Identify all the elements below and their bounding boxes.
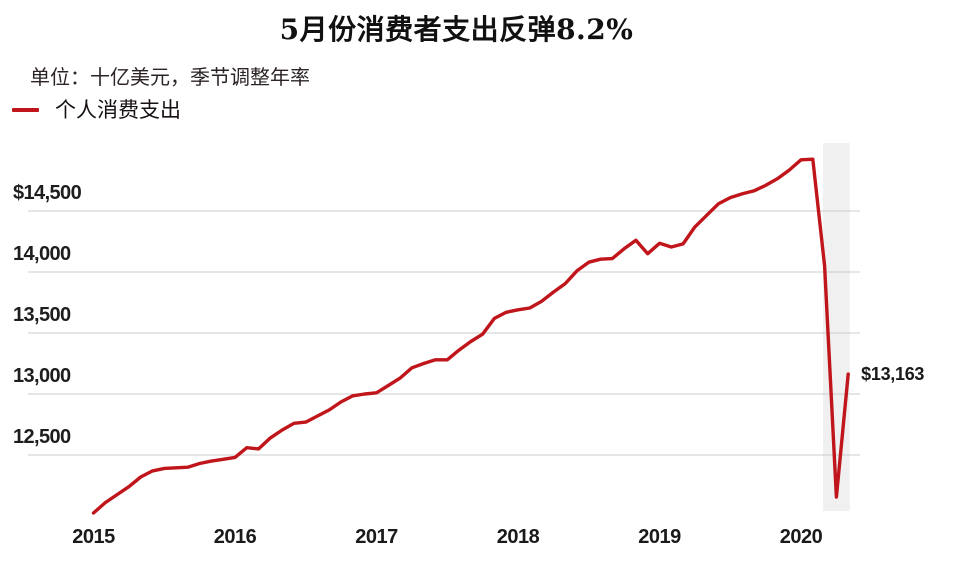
- last-value-label: $13,163: [861, 364, 925, 385]
- x-axis-label: 2018: [496, 526, 540, 548]
- y-axis-label: 13,500: [13, 304, 71, 326]
- y-axis-label: 14,000: [13, 243, 71, 265]
- x-axis-label: 2015: [72, 526, 115, 548]
- y-axis-label: 13,000: [13, 365, 71, 387]
- y-axis-label: $14,500: [13, 182, 82, 204]
- legend-line-swatch: [12, 108, 39, 112]
- chart-title: 5月份消费者支出反弹8.2%: [279, 13, 634, 46]
- legend: 个人消费支出: [12, 94, 181, 124]
- x-axis-label: 2017: [355, 526, 398, 548]
- chart-subtitle: 单位：十亿美元，季节调整年率: [30, 65, 310, 89]
- legend-label: 个人消费支出: [55, 98, 181, 122]
- x-axis-label: 2019: [638, 526, 681, 548]
- x-axis-label: 2020: [779, 526, 823, 548]
- y-axis-label: 12,500: [13, 426, 71, 448]
- pce-line: [91, 157, 850, 515]
- x-axis-label: 2016: [213, 526, 257, 548]
